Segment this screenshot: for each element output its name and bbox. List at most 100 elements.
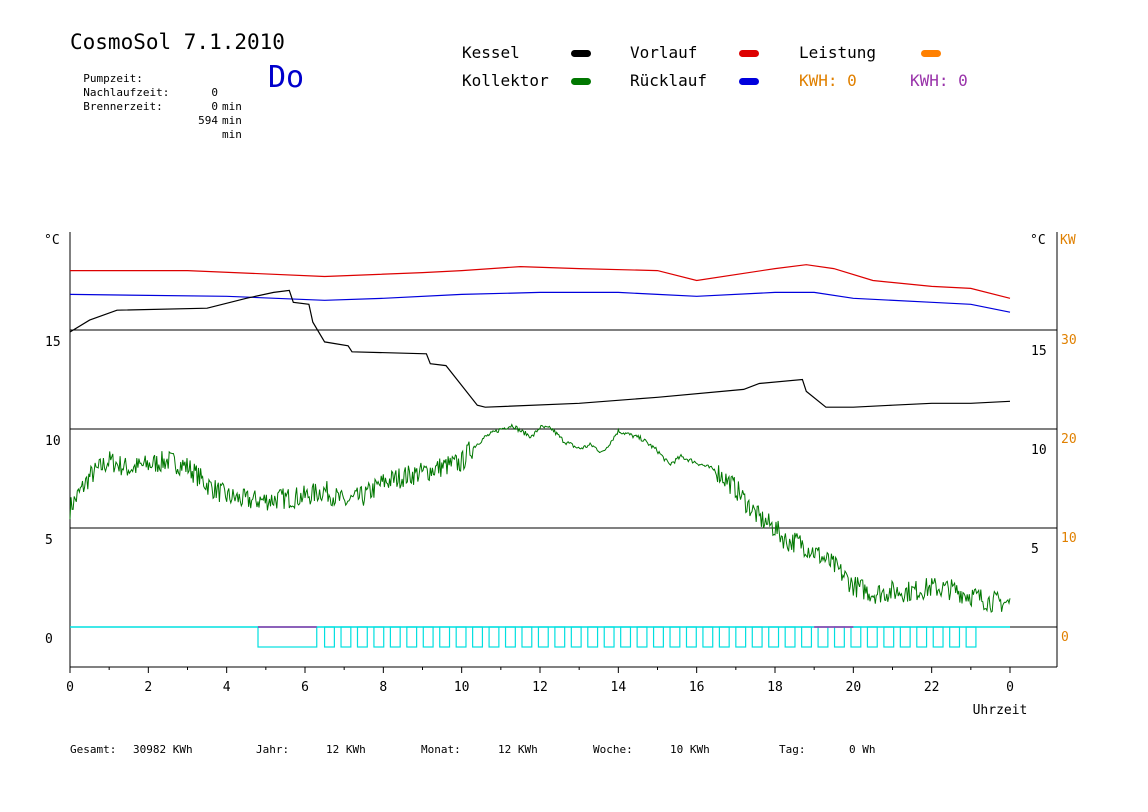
pump-pulse: [833, 626, 845, 648]
chart-labels: 0 2 4 6 8 10 12 14 16 18 20 22 0 Uhrzeit 0 5 10 15 °C 5 10 15…: [44, 233, 1077, 718]
kw-tick-label: 0: [1061, 630, 1069, 645]
stat-pumpzeit: Pumpzeit: 0 min: [70, 58, 242, 114]
pump-pulse: [537, 626, 549, 648]
weekday-label: Do: [268, 60, 305, 95]
footer-woche-value: 10 KWh: [670, 743, 710, 756]
pump-pulse: [768, 626, 780, 648]
x-tick-label: 20: [846, 680, 862, 695]
stat-unit: min: [222, 100, 242, 113]
chart-title: CosmoSol 7.1.2010: [70, 30, 285, 54]
y-axis-label-right: °C: [1030, 233, 1046, 248]
x-tick-label: 16: [689, 680, 705, 695]
pump-pulse: [702, 626, 714, 648]
legend-leistung-label: Leistung: [799, 43, 877, 62]
pump-pulse: [455, 626, 467, 648]
pump-pulse: [949, 626, 961, 648]
footer-jahr-value: 12 KWh: [326, 743, 366, 756]
footer-tag-label: Tag:: [779, 743, 806, 756]
pump-pulse: [389, 626, 401, 648]
pump-pulse: [422, 626, 434, 648]
stat-label: Brennerzeit:: [83, 100, 163, 113]
series-kollektor-line: [69, 423, 1011, 613]
pump-pulse: [883, 626, 895, 648]
pump-pulse: [521, 626, 533, 648]
kw-tick-label: 30: [1061, 333, 1077, 348]
stat-label: Pumpzeit:: [83, 72, 143, 85]
pump-pulse: [488, 626, 500, 648]
pump-pulse: [373, 626, 385, 648]
x-tick-label: 0: [66, 680, 74, 695]
pump-pulse: [801, 626, 813, 648]
pump-pulse: [257, 626, 318, 648]
pump-pulse: [570, 626, 582, 648]
footer-jahr-label: Jahr:: [256, 743, 290, 756]
chart-grid: [70, 329, 1057, 628]
legend-kessel-swatch: [571, 50, 591, 57]
stat-label: Nachlaufzeit:: [83, 86, 170, 99]
footer-monat-value: 12 KWh: [498, 743, 538, 756]
pump-pulse: [603, 626, 615, 648]
pump-pulse: [340, 626, 352, 648]
pump-pulse: [817, 626, 829, 648]
kw-tick-label: 10: [1061, 531, 1077, 546]
y-tick-label-left: 10: [45, 434, 61, 449]
pump-pulse: [850, 626, 862, 648]
x-tick-label: 18: [767, 680, 783, 695]
stat-unit: min: [222, 128, 242, 141]
pump-pulse: [916, 626, 928, 648]
pump-pulse: [932, 626, 944, 648]
y-tick-label-left: 0: [45, 632, 53, 647]
y-tick-label-right: 10: [1031, 443, 1047, 458]
x-tick-label: 6: [301, 680, 309, 695]
stat-nachlaufzeit: Nachlaufzeit: 0 min: [70, 72, 242, 128]
x-tick-label: 4: [223, 680, 231, 695]
x-tick-label: 8: [379, 680, 387, 695]
legend-ruecklauf-swatch: [739, 78, 759, 85]
pump-pulse: [751, 626, 763, 648]
y-axis-label-left: °C: [44, 233, 60, 248]
pump-pulse: [899, 626, 911, 648]
pump-pulse: [356, 626, 368, 648]
x-tick-label: 12: [532, 680, 548, 695]
pump-pulse: [406, 626, 418, 648]
stat-value: 594: [198, 114, 218, 127]
x-tick-label: 2: [144, 680, 152, 695]
x-tick-label: 22: [924, 680, 940, 695]
y-tick-label-right: 15: [1031, 344, 1047, 359]
pump-pulse: [587, 626, 599, 648]
pump-pulse: [784, 626, 796, 648]
legend-vorlauf-swatch: [739, 50, 759, 57]
pump-pulse: [718, 626, 730, 648]
legend-kollektor-label: Kollektor: [462, 71, 549, 90]
pump-pulse: [685, 626, 697, 648]
series-kessel-line: [69, 289, 1011, 408]
pump-pulse: [504, 626, 516, 648]
pump-pulse: [323, 626, 335, 648]
y-tick-label-left: 5: [45, 533, 53, 548]
footer-monat-label: Monat:: [421, 743, 461, 756]
pump-pulse: [636, 626, 648, 648]
series-ruecklauf-line: [69, 291, 1011, 313]
pump-pulse: [554, 626, 566, 648]
footer-gesamt-label: Gesamt:: [70, 743, 117, 756]
pump-pulse: [965, 626, 977, 648]
stat-brennerzeit: Brennerzeit: 594 min: [70, 86, 242, 142]
legend-leistung-swatch: [921, 50, 941, 57]
pump-pulse: [620, 626, 632, 648]
pump-pulse: [652, 626, 664, 648]
legend-vorlauf-label: Vorlauf: [630, 43, 698, 62]
footer-woche-label: Woche:: [593, 743, 633, 756]
x-tick-label: 10: [454, 680, 470, 695]
legend-kwh-orange: KWH: 0: [799, 71, 857, 90]
legend-ruecklauf-label: Rücklauf: [630, 71, 708, 90]
chart-axes: [69, 232, 1058, 673]
stat-unit: min: [222, 114, 242, 127]
x-axis-label: Uhrzeit: [973, 703, 1028, 718]
kw-tick-label: 20: [1061, 432, 1077, 447]
series-vorlauf-line: [70, 264, 1011, 299]
pump-pulse: [439, 626, 451, 648]
y-tick-label-right: 5: [1031, 542, 1039, 557]
stat-value: 0: [211, 100, 218, 113]
x-tick-label: 0: [1006, 680, 1014, 695]
